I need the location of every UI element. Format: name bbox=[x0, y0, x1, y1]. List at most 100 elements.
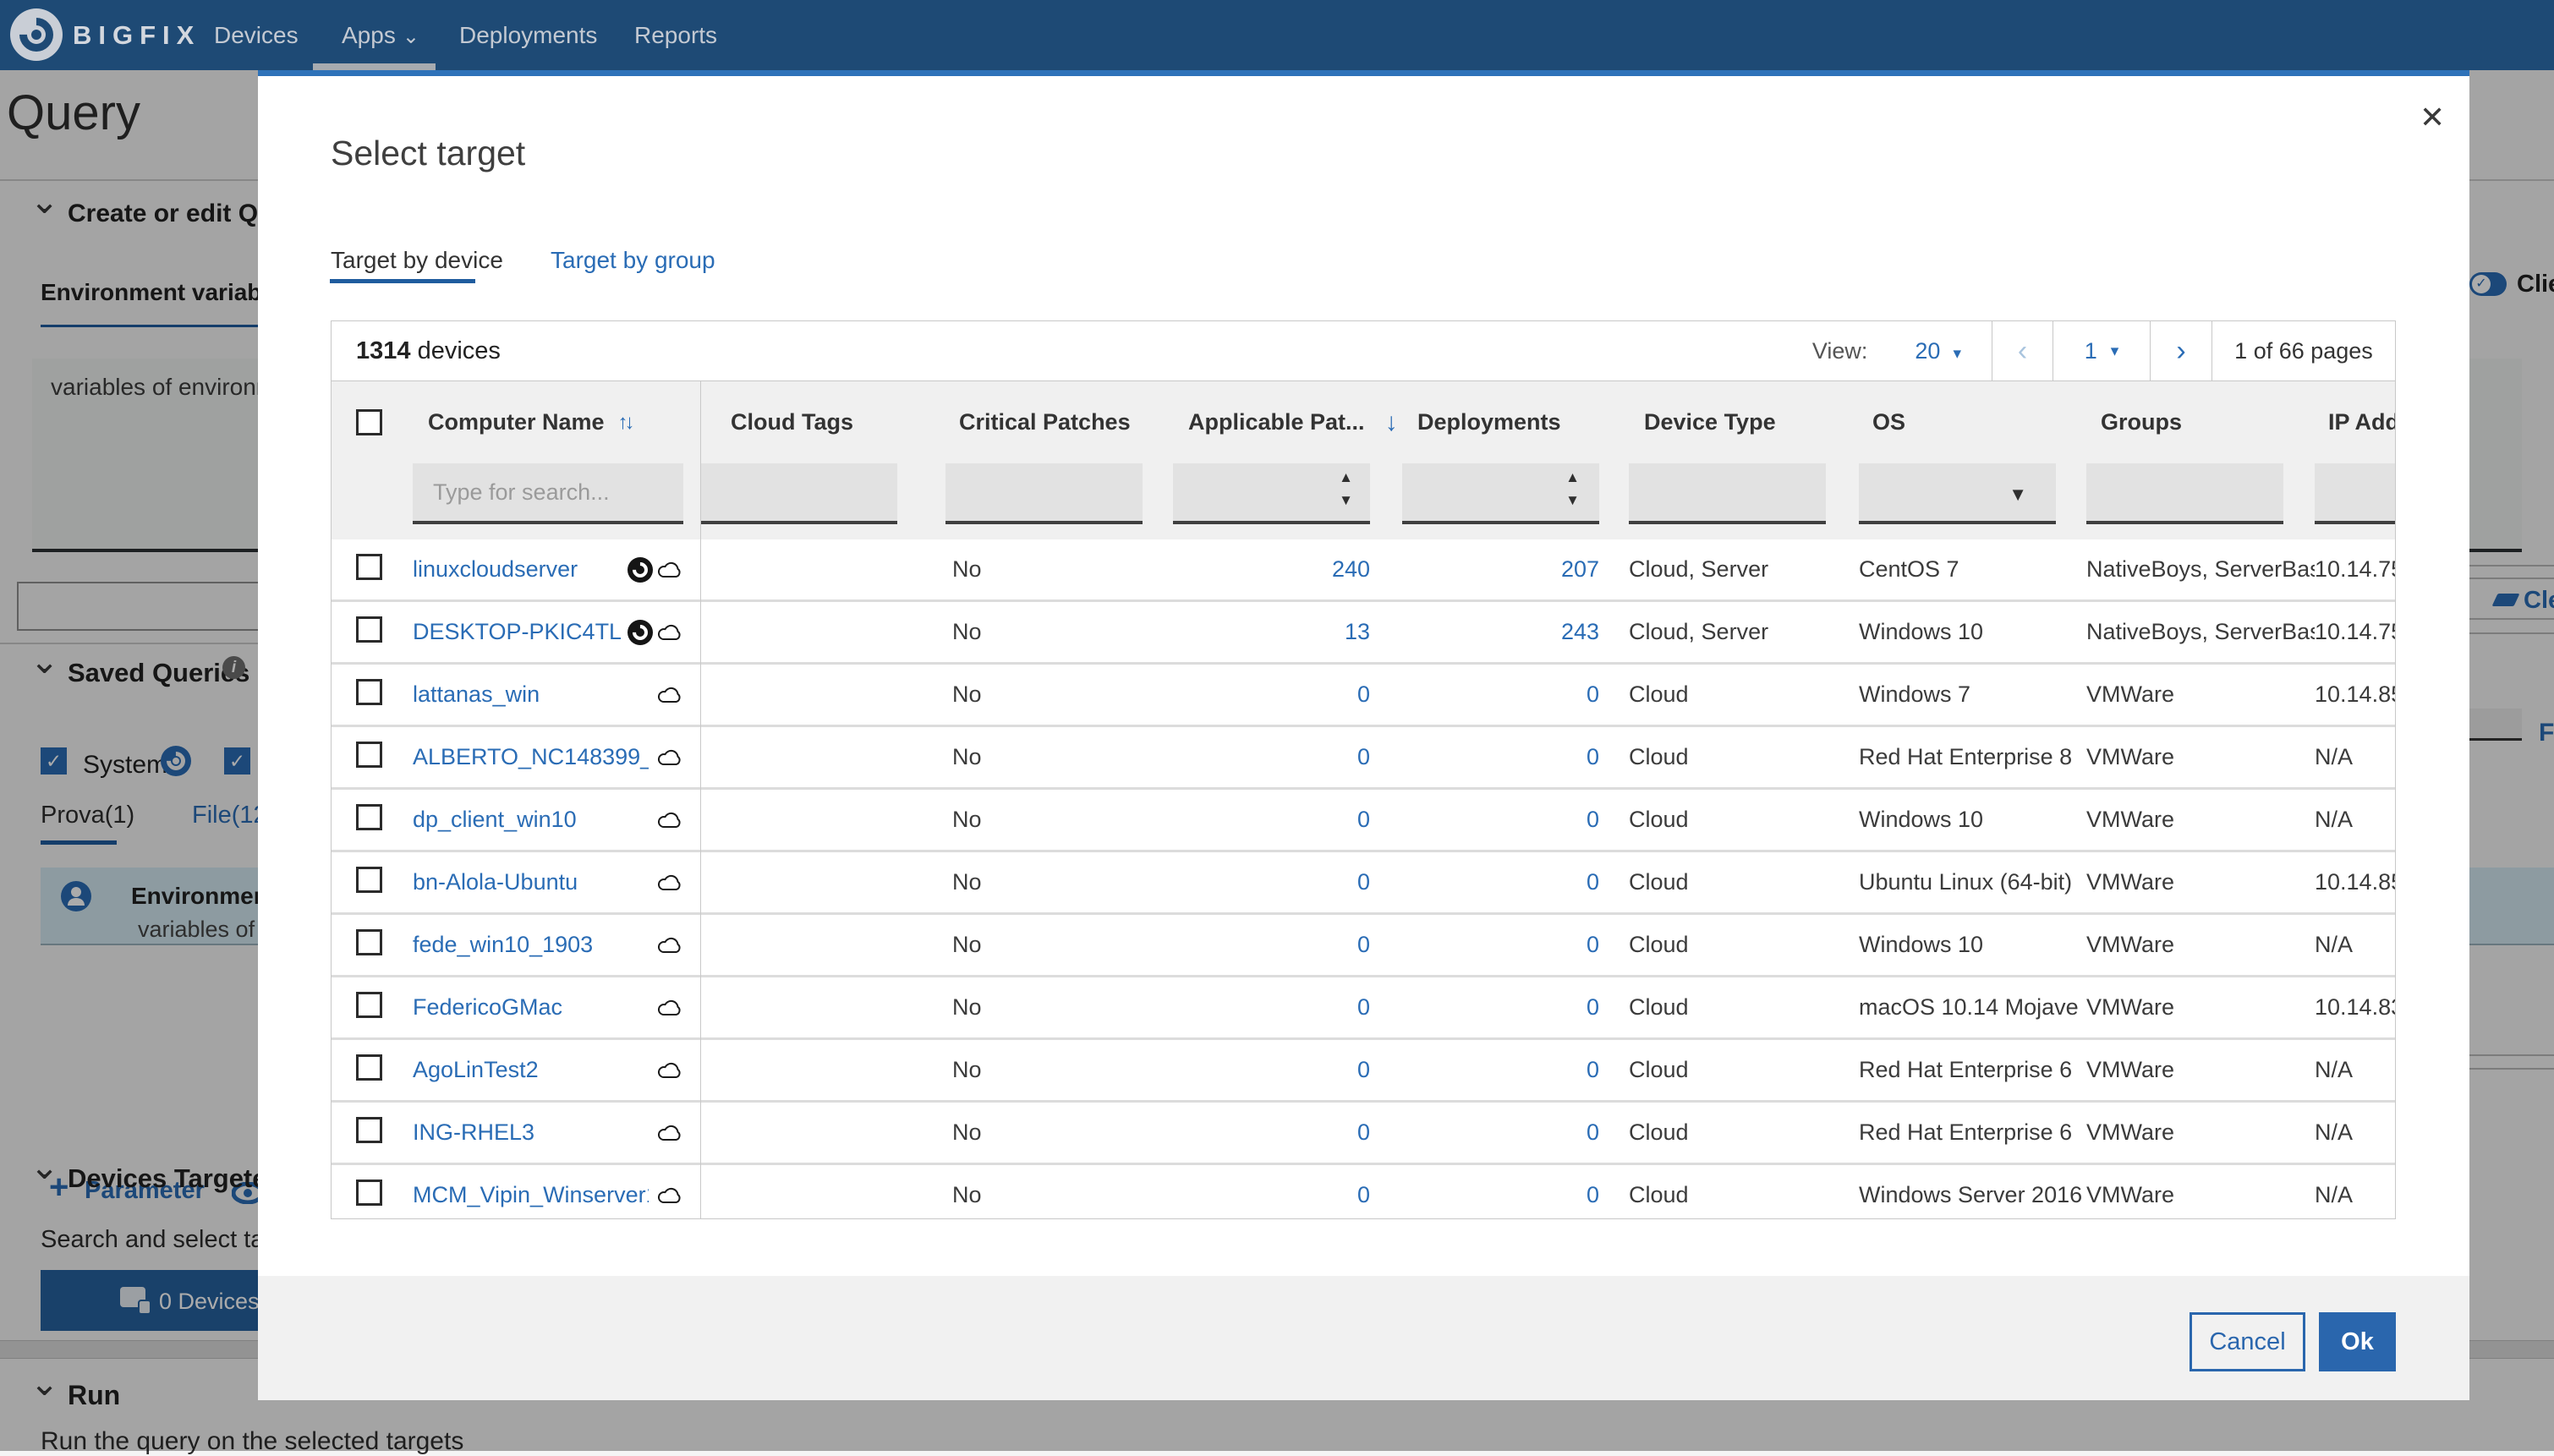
device-name-link[interactable]: MCM_Vipin_Winserver19 bbox=[413, 1182, 649, 1208]
deployments-link[interactable]: 0 bbox=[1402, 1119, 1629, 1146]
applicable-patches-link[interactable]: 0 bbox=[1173, 681, 1402, 708]
table-row[interactable]: bn-Alola-Ubuntu No 0 0 Cloud Ubuntu Linu… bbox=[332, 852, 2395, 915]
device-name-link[interactable]: ALBERTO_NC148399_B... bbox=[413, 744, 649, 770]
column-header-device-type[interactable]: Device Type bbox=[1629, 409, 1859, 435]
applicable-patches-link[interactable]: 0 bbox=[1173, 994, 1402, 1021]
applicable-patches-link[interactable]: 0 bbox=[1173, 1182, 1402, 1208]
applicable-patches-link[interactable]: 0 bbox=[1173, 1057, 1402, 1083]
cloud-icon bbox=[655, 619, 682, 646]
applicable-patches-link[interactable]: 0 bbox=[1173, 807, 1402, 833]
critical-patches-filter-input[interactable] bbox=[945, 463, 1143, 524]
applicable-patches-link[interactable]: 0 bbox=[1173, 744, 1402, 770]
applicable-patches-link[interactable]: 0 bbox=[1173, 869, 1402, 895]
table-row[interactable]: lattanas_win No 0 0 Cloud Windows 7 VMWa… bbox=[332, 665, 2395, 727]
row-checkbox[interactable] bbox=[356, 679, 382, 705]
table-row[interactable]: dp_client_win10 No 0 0 Cloud Windows 10 … bbox=[332, 790, 2395, 852]
row-checkbox[interactable] bbox=[356, 1180, 382, 1206]
device-type-filter-input[interactable] bbox=[1629, 463, 1826, 524]
select-all-checkbox[interactable] bbox=[356, 409, 382, 435]
cell-ip: 10.14.85.4 bbox=[2315, 869, 2395, 895]
sort-desc-icon[interactable]: ↓ bbox=[1385, 408, 1398, 437]
column-header-computer-name[interactable]: Computer Name↑↓ bbox=[413, 409, 700, 435]
groups-filter-input[interactable] bbox=[2086, 463, 2283, 524]
cell-os: Ubuntu Linux (64-bit) bbox=[1859, 869, 2086, 895]
column-header-groups[interactable]: Groups bbox=[2086, 409, 2315, 435]
row-checkbox[interactable] bbox=[356, 992, 382, 1018]
nav-item-apps[interactable]: Apps⌄ bbox=[342, 22, 419, 49]
device-name-link[interactable]: FedericoGMac bbox=[413, 994, 562, 1021]
deployments-link[interactable]: 207 bbox=[1402, 556, 1629, 583]
applicable-patches-link[interactable]: 13 bbox=[1173, 619, 1402, 645]
row-checkbox[interactable] bbox=[356, 867, 382, 893]
tab-target-by-device[interactable]: Target by device bbox=[331, 247, 503, 274]
column-header-deployments[interactable]: Deployments bbox=[1402, 409, 1629, 435]
device-name-link[interactable]: lattanas_win bbox=[413, 681, 540, 708]
row-checkbox[interactable] bbox=[356, 1054, 382, 1081]
table-row[interactable]: FedericoGMac No 0 0 Cloud macOS 10.14 Mo… bbox=[332, 977, 2395, 1040]
deployments-link[interactable]: 243 bbox=[1402, 619, 1629, 645]
next-page-button[interactable]: › bbox=[2150, 321, 2211, 380]
deployments-link[interactable]: 0 bbox=[1402, 744, 1629, 770]
prev-page-button[interactable]: ‹ bbox=[1992, 321, 2053, 380]
applicable-patches-filter-input[interactable] bbox=[1173, 463, 1370, 524]
applicable-patches-link[interactable]: 0 bbox=[1173, 1119, 1402, 1146]
table-row[interactable]: ALBERTO_NC148399_B... No 0 0 Cloud Red H… bbox=[332, 727, 2395, 790]
table-row[interactable]: AgoLinTest2 No 0 0 Cloud Red Hat Enterpr… bbox=[332, 1040, 2395, 1103]
ip-filter-input[interactable] bbox=[2315, 463, 2396, 524]
table-row[interactable]: ING-RHEL3 No 0 0 Cloud Red Hat Enterpris… bbox=[332, 1103, 2395, 1165]
device-name-link[interactable]: dp_client_win10 bbox=[413, 807, 577, 833]
applicable-patches-link[interactable]: 0 bbox=[1173, 932, 1402, 958]
row-checkbox[interactable] bbox=[356, 929, 382, 955]
cloud-tags-filter-input[interactable] bbox=[700, 463, 897, 524]
deployments-link[interactable]: 0 bbox=[1402, 994, 1629, 1021]
tab-target-by-group[interactable]: Target by group bbox=[551, 247, 715, 274]
view-selector[interactable]: View: 20 ▾ bbox=[1812, 321, 1992, 380]
device-count-word: devices bbox=[411, 337, 501, 364]
device-name-link[interactable]: fede_win10_1903 bbox=[413, 932, 593, 958]
bigfix-logo-icon bbox=[10, 8, 63, 61]
nav-item-deployments[interactable]: Deployments bbox=[459, 22, 597, 49]
row-checkbox[interactable] bbox=[356, 616, 382, 643]
cell-device-type: Cloud bbox=[1629, 744, 1859, 770]
close-icon[interactable]: ✕ bbox=[2420, 100, 2445, 135]
computer-name-filter-input[interactable] bbox=[413, 463, 683, 524]
sort-icon[interactable]: ↑↓ bbox=[618, 411, 632, 435]
deployments-link[interactable]: 0 bbox=[1402, 932, 1629, 958]
deployments-filter-input[interactable] bbox=[1402, 463, 1599, 524]
table-row[interactable]: DESKTOP-PKIC4TL No 13 243 Cloud, Server … bbox=[332, 602, 2395, 665]
column-header-os[interactable]: OS bbox=[1859, 409, 2086, 435]
device-name-link[interactable]: AgoLinTest2 bbox=[413, 1057, 539, 1083]
device-name-link[interactable]: ING-RHEL3 bbox=[413, 1119, 534, 1146]
nav-item-devices[interactable]: Devices bbox=[214, 22, 299, 49]
page-number-dropdown[interactable]: 1▾ bbox=[2053, 321, 2150, 380]
ok-button[interactable]: Ok bbox=[2319, 1312, 2396, 1371]
cell-device-type: Cloud, Server bbox=[1629, 619, 1859, 645]
deployments-link[interactable]: 0 bbox=[1402, 869, 1629, 895]
deployments-link[interactable]: 0 bbox=[1402, 1057, 1629, 1083]
os-filter-select[interactable] bbox=[1859, 463, 2056, 524]
cell-device-type: Cloud bbox=[1629, 1057, 1859, 1083]
row-checkbox[interactable] bbox=[356, 804, 382, 830]
column-header-critical-patches[interactable]: Critical Patches bbox=[945, 409, 1173, 435]
row-checkbox[interactable] bbox=[356, 554, 382, 580]
deployments-link[interactable]: 0 bbox=[1402, 681, 1629, 708]
deployments-link[interactable]: 0 bbox=[1402, 807, 1629, 833]
table-row[interactable]: MCM_Vipin_Winserver19 No 0 0 Cloud Windo… bbox=[332, 1165, 2395, 1219]
page-size-dropdown[interactable]: 20 ▾ bbox=[1915, 338, 1961, 364]
bigfix-agent-icon bbox=[628, 620, 653, 645]
table-row[interactable]: fede_win10_1903 No 0 0 Cloud Windows 10 … bbox=[332, 915, 2395, 977]
nav-item-reports[interactable]: Reports bbox=[634, 22, 717, 49]
row-checkbox[interactable] bbox=[356, 742, 382, 768]
applicable-patches-link[interactable]: 240 bbox=[1173, 556, 1402, 583]
table-row[interactable]: linuxcloudserver No 240 207 Cloud, Serve… bbox=[332, 539, 2395, 602]
device-name-link[interactable]: bn-Alola-Ubuntu bbox=[413, 869, 578, 895]
device-name-link[interactable]: DESKTOP-PKIC4TL bbox=[413, 619, 621, 645]
cell-critical-patches: No bbox=[945, 1057, 1173, 1083]
device-name-link[interactable]: linuxcloudserver bbox=[413, 556, 578, 583]
cancel-button[interactable]: Cancel bbox=[2190, 1312, 2305, 1371]
deployments-link[interactable]: 0 bbox=[1402, 1182, 1629, 1208]
column-header-cloud-tags[interactable]: Cloud Tags bbox=[700, 409, 945, 435]
column-header-ip[interactable]: IP Addr bbox=[2315, 409, 2395, 435]
row-checkbox[interactable] bbox=[356, 1117, 382, 1143]
column-header-applicable-patches[interactable]: Applicable Pat...↓ bbox=[1173, 408, 1402, 437]
